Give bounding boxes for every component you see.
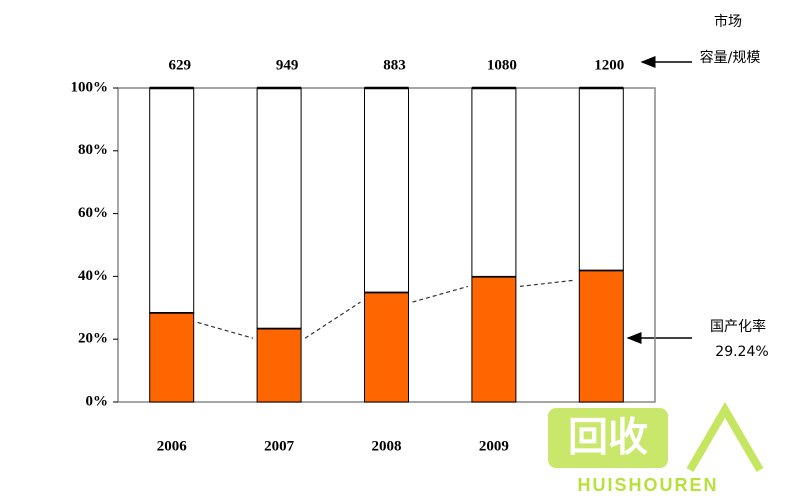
- watermark-icon: [686, 402, 764, 473]
- bar-segment: [471, 87, 517, 277]
- top-label: 629: [168, 57, 191, 73]
- bar-segment: [149, 312, 195, 403]
- y-tick-label: 60%: [78, 205, 108, 221]
- annotation: 市场: [714, 13, 742, 30]
- y-tick-label: 0%: [86, 393, 109, 409]
- trend-line: [519, 279, 576, 287]
- bar-segment: [364, 87, 409, 293]
- bar-segment: [149, 87, 195, 314]
- bar-segment: [471, 275, 517, 403]
- annotation: 容量/规模: [700, 49, 761, 66]
- annotation: 29.24%: [715, 344, 768, 360]
- annotation: 国产化率: [710, 318, 766, 335]
- bar-segment: [578, 269, 624, 403]
- watermark-logo: 回收: [568, 416, 648, 460]
- top-label: 1080: [487, 57, 517, 73]
- watermark-box: [548, 408, 668, 468]
- y-tick-label: 40%: [78, 268, 108, 284]
- x-tick-label: 2006: [157, 438, 188, 454]
- y-tick-label: 80%: [78, 142, 108, 158]
- bar-segment: [364, 291, 409, 403]
- bar-segment: [256, 327, 302, 403]
- y-tick-label: 20%: [78, 331, 108, 347]
- x-tick-label: 2009: [479, 438, 509, 454]
- top-label: 1200: [594, 57, 624, 73]
- trend-line: [197, 321, 254, 339]
- top-label: 949: [276, 57, 299, 73]
- trend-line: [412, 285, 469, 303]
- bar-segment: [578, 87, 624, 271]
- top-label: 883: [383, 57, 406, 73]
- y-tick-label: 100%: [71, 79, 109, 95]
- x-tick-label: 2008: [372, 438, 402, 454]
- trend-line: [304, 301, 361, 339]
- bar-segment: [256, 87, 302, 329]
- watermark-text: HUISHOUREN: [577, 475, 718, 495]
- x-tick-label: 2007: [264, 438, 295, 454]
